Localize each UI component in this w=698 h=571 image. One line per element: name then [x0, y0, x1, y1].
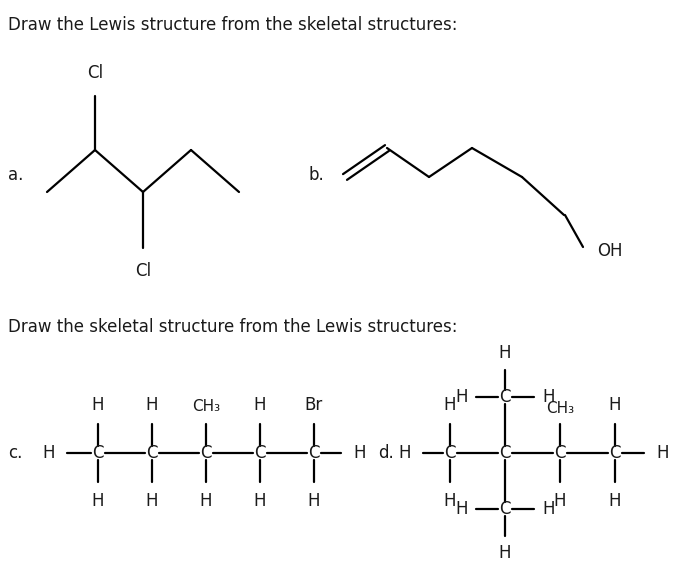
- Text: C: C: [200, 444, 211, 462]
- Text: H: H: [43, 444, 55, 462]
- Text: H: H: [444, 492, 456, 510]
- Text: Draw the skeletal structure from the Lewis structures:: Draw the skeletal structure from the Lew…: [8, 318, 457, 336]
- Text: Draw the Lewis structure from the skeletal structures:: Draw the Lewis structure from the skelet…: [8, 16, 457, 34]
- Text: C: C: [499, 500, 511, 518]
- Text: a.: a.: [8, 166, 23, 184]
- Text: C: C: [254, 444, 266, 462]
- Text: H: H: [399, 444, 411, 462]
- Text: H: H: [444, 396, 456, 414]
- Text: C: C: [499, 388, 511, 406]
- Text: H: H: [200, 492, 212, 510]
- Text: H: H: [456, 500, 468, 518]
- Text: CH₃: CH₃: [192, 399, 220, 414]
- Text: H: H: [308, 492, 320, 510]
- Text: OH: OH: [597, 242, 623, 260]
- Text: C: C: [444, 444, 456, 462]
- Text: H: H: [254, 396, 266, 414]
- Text: d.: d.: [378, 444, 394, 462]
- Text: C: C: [609, 444, 621, 462]
- Text: C: C: [147, 444, 158, 462]
- Text: H: H: [554, 492, 566, 510]
- Text: c.: c.: [8, 444, 22, 462]
- Text: H: H: [499, 544, 511, 562]
- Text: Cl: Cl: [87, 64, 103, 82]
- Text: Cl: Cl: [135, 262, 151, 280]
- Text: Br: Br: [305, 396, 323, 414]
- Text: C: C: [309, 444, 320, 462]
- Text: H: H: [609, 396, 621, 414]
- Text: C: C: [499, 444, 511, 462]
- Text: H: H: [91, 396, 104, 414]
- Text: b.: b.: [308, 166, 324, 184]
- Text: H: H: [542, 500, 554, 518]
- Text: H: H: [146, 492, 158, 510]
- Text: C: C: [554, 444, 566, 462]
- Text: H: H: [91, 492, 104, 510]
- Text: H: H: [146, 396, 158, 414]
- Text: H: H: [456, 388, 468, 406]
- Text: H: H: [609, 492, 621, 510]
- Text: H: H: [542, 388, 554, 406]
- Text: H: H: [254, 492, 266, 510]
- Text: C: C: [92, 444, 104, 462]
- Text: H: H: [499, 344, 511, 362]
- Text: H: H: [353, 444, 366, 462]
- Text: H: H: [656, 444, 669, 462]
- Text: CH₃: CH₃: [546, 401, 574, 416]
